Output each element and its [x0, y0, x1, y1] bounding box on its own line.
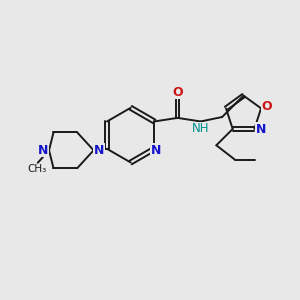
- Text: CH₃: CH₃: [28, 164, 47, 174]
- Text: O: O: [262, 100, 272, 113]
- Text: O: O: [172, 86, 183, 99]
- Text: N: N: [151, 144, 161, 157]
- Text: N: N: [94, 144, 104, 157]
- Text: NH: NH: [192, 122, 210, 135]
- Text: N: N: [256, 123, 266, 136]
- Text: N: N: [38, 144, 48, 157]
